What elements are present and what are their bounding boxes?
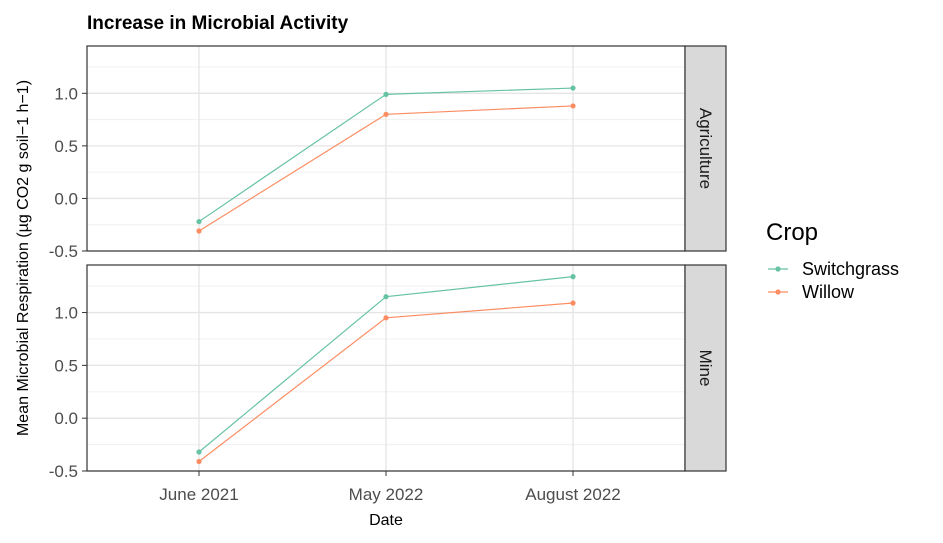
legend-key-point [775,289,781,295]
y-tick-label: -0.5 [49,462,78,481]
legend-title: Crop [766,219,818,246]
data-point-switchgrass [196,449,202,455]
chart-title: Increase in Microbial Activity [87,13,349,34]
data-point-switchgrass [570,274,576,280]
y-tick-label: 0.0 [54,189,78,208]
y-tick-label: -0.5 [49,242,78,261]
y-tick-label: 1.0 [54,84,78,103]
data-point-willow [196,458,202,465]
data-point-willow [383,315,389,321]
y-tick-label: 0.5 [54,356,78,375]
panel-agriculture: -0.5 0.0 0.5 1.0 Agriculture [49,45,727,261]
y-axis-title: Mean Microbial Respiration (µg CO2 g soi… [15,80,32,436]
data-point-switchgrass [570,85,576,91]
legend-label-switchgrass: Switchgrass [802,259,899,279]
legend: Crop Switchgrass Willow [766,219,899,302]
facet-strip [684,45,727,252]
x-axis-title: Date [369,512,403,529]
x-tick-label: May 2022 [349,485,424,504]
plot-panels: -0.5 0.0 0.5 1.0 Agriculture -0.5 0.0 0.5 1.0 Min… [49,45,727,504]
facet-strip [684,264,727,472]
x-tick-label: June 2021 [159,485,238,504]
x-tick-label: August 2022 [525,485,620,504]
facet-strip-label: Agriculture [696,108,715,189]
legend-label-willow: Willow [802,282,855,302]
y-tick-label: 0.0 [54,409,78,428]
legend-key-point [775,266,781,272]
data-point-switchgrass [196,218,202,225]
data-point-switchgrass [383,91,389,97]
data-point-willow [570,300,576,306]
data-point-willow [570,103,576,109]
y-tick-label: 1.0 [54,304,78,323]
data-point-switchgrass [383,294,389,300]
facet-strip-label: Mine [696,350,715,387]
data-point-willow [196,228,202,234]
y-tick-label: 0.5 [54,137,78,156]
panel-mine: -0.5 0.0 0.5 1.0 Mine [49,264,727,481]
data-point-willow [383,111,389,117]
